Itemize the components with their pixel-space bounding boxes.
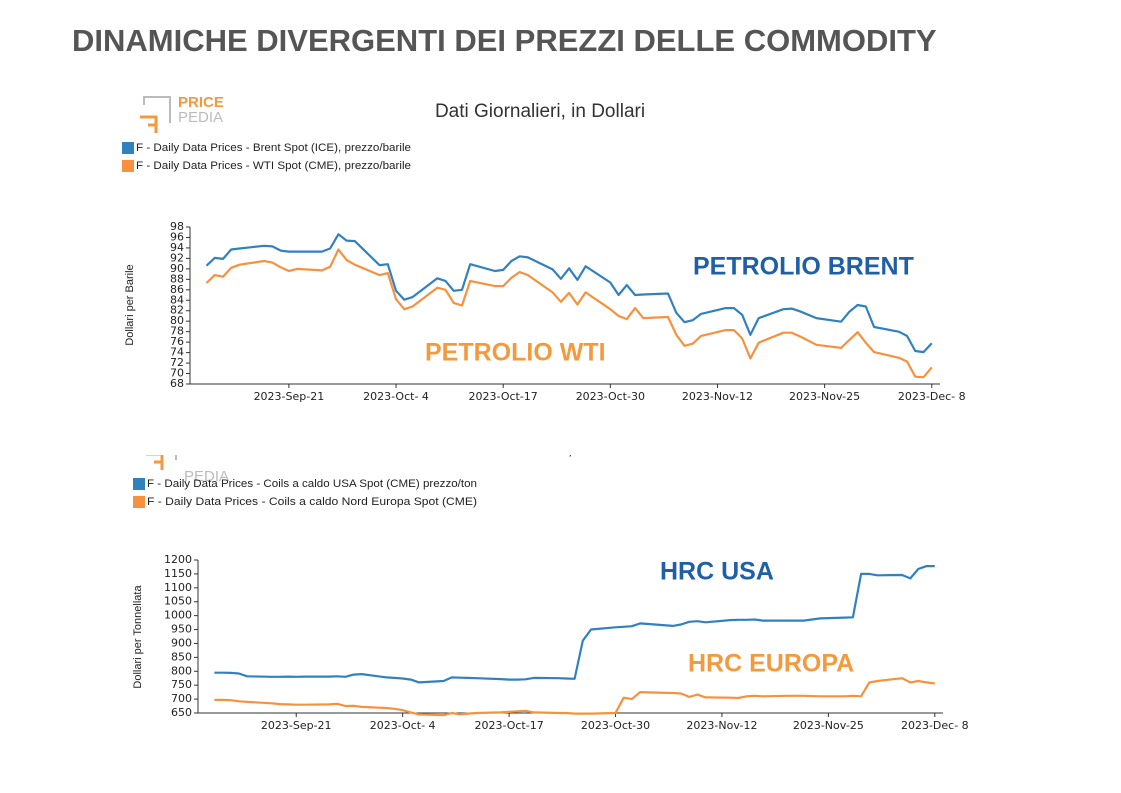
y-tick-label: 92 [170, 251, 184, 264]
y-axis-label: Dollari per Tonnellata [132, 585, 144, 689]
y-tick-label: 1200 [164, 553, 192, 566]
series-line [205, 233, 933, 354]
x-tick-label: 2023-Nov-12 [682, 390, 753, 403]
y-tick-label: 96 [170, 230, 184, 243]
y-tick-label: 800 [171, 664, 192, 677]
y-tick-label: 1050 [164, 595, 192, 608]
y-tick-label: 1150 [164, 567, 192, 580]
y-tick-label: 950 [171, 623, 192, 636]
legend-label: F - Daily Data Prices - Brent Spot (ICE)… [136, 142, 411, 154]
legend-swatch [122, 142, 134, 154]
y-tick-label: 1100 [164, 581, 192, 594]
logo-mark [140, 115, 158, 133]
annotation: PETROLIO WTI [425, 339, 606, 367]
x-tick-label: 2023-Oct-17 [469, 390, 538, 403]
logo-mark [143, 96, 171, 123]
y-tick-label: 86 [170, 283, 184, 296]
y-tick-label: 90 [170, 262, 184, 275]
y-tick-label: 80 [170, 314, 184, 327]
y-tick-label: 750 [171, 678, 192, 691]
legend-swatch [133, 478, 145, 490]
series-line [214, 677, 935, 717]
legend-swatch [122, 160, 134, 172]
annotation: PETROLIO BRENT [693, 253, 914, 281]
page-title: DINAMICHE DIVERGENTI DEI PREZZI DELLE CO… [72, 23, 937, 58]
chart-subtitle: Dati Giornalieri, in Dollari [442, 438, 652, 459]
y-tick-label: 78 [170, 325, 184, 338]
logo-text: PEDIA [184, 468, 229, 485]
x-tick-label: 2023-Oct-30 [581, 719, 650, 732]
series-line [205, 248, 933, 379]
y-tick-label: 98 [170, 220, 184, 233]
x-tick-label: 2023-Nov-25 [793, 719, 864, 732]
logo-mark [146, 455, 164, 470]
legend-label: F - Daily Data Prices - Coils a caldo No… [147, 496, 477, 508]
y-tick-label: 72 [170, 356, 184, 369]
x-tick-label: 2023-Nov-25 [789, 390, 860, 403]
y-tick-label: 900 [171, 636, 192, 649]
legend-swatch [133, 496, 145, 508]
y-tick-label: 70 [170, 367, 184, 380]
y-tick-label: 850 [171, 650, 192, 663]
y-axis-label: Dollari per Barile [124, 264, 136, 345]
x-tick-label: 2023-Nov-12 [686, 719, 757, 732]
y-tick-label: 84 [170, 293, 184, 306]
chart-subtitle: Dati Giornalieri, in Dollari [435, 101, 645, 122]
y-tick-label: 82 [170, 304, 184, 317]
y-tick-label: 94 [170, 241, 184, 254]
x-tick-label: 2023-Sep-21 [261, 719, 332, 732]
x-tick-label: 2023-Dec- 8 [901, 719, 969, 732]
annotation: HRC EUROPA [688, 650, 854, 678]
x-tick-label: 2023-Oct-30 [576, 390, 645, 403]
logo: PEDIA [146, 455, 229, 485]
y-tick-label: 700 [171, 692, 192, 705]
chart: PEDIA Dati Giornalieri, in Dollari F - Dai… [132, 438, 969, 732]
logo-text: PRICE [178, 94, 224, 111]
y-tick-label: 1000 [164, 609, 192, 622]
y-tick-label: 650 [171, 706, 192, 719]
y-tick-label: 74 [170, 346, 184, 359]
y-tick-label: 76 [170, 335, 184, 348]
legend-label: F - Daily Data Prices - WTI Spot (CME), … [136, 160, 411, 172]
x-tick-label: 2023-Oct- 4 [363, 390, 429, 403]
y-tick-label: 88 [170, 272, 184, 285]
x-tick-label: 2023-Dec- 8 [898, 390, 966, 403]
logo-text: PEDIA [178, 109, 223, 126]
legend-label: F - Daily Data Prices - Coils a caldo US… [147, 478, 477, 490]
series-line [214, 565, 935, 684]
x-tick-label: 2023-Oct- 4 [370, 719, 436, 732]
y-tick-label: 68 [170, 377, 184, 390]
x-tick-label: 2023-Oct-17 [474, 719, 543, 732]
annotation: HRC USA [660, 558, 774, 586]
x-tick-label: 2023-Sep-21 [254, 390, 325, 403]
